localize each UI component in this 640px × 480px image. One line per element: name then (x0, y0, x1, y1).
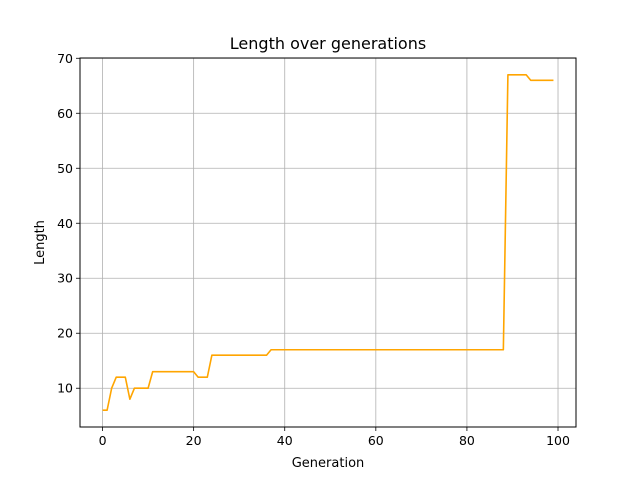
x-tick-label: 60 (368, 433, 384, 448)
data-layer (102, 73, 554, 412)
x-tick-label: 40 (277, 433, 293, 448)
plot-area-frame (79, 57, 577, 428)
chart-title: Length over generations (230, 34, 426, 53)
y-tick-label: 40 (57, 216, 73, 231)
y-tick-label: 30 (57, 271, 73, 286)
x-tick-label: 0 (99, 433, 107, 448)
y-tick-label: 20 (57, 326, 73, 341)
x-tick-label: 20 (186, 433, 202, 448)
y-tick-label: 70 (57, 51, 73, 66)
series-line (102, 73, 554, 412)
x-tick-label: 100 (546, 433, 570, 448)
x-axis-label: Generation (292, 456, 365, 471)
y-tick-label: 10 (57, 381, 73, 396)
y-tick-label: 50 (57, 161, 73, 176)
axis-ticks: 0 20 40 60 80 100 10 20 30 40 50 60 70 (57, 51, 570, 448)
y-axis-label: Length (33, 220, 48, 265)
y-tick-label: 60 (57, 106, 73, 121)
x-tick-label: 80 (459, 433, 475, 448)
